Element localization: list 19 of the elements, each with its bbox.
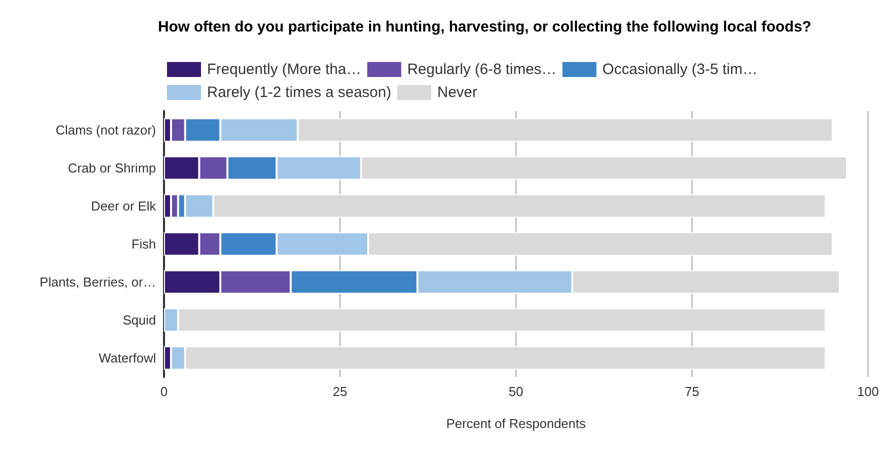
y-tick-label: Waterfowl xyxy=(98,350,156,366)
legend-label: Never xyxy=(437,84,478,101)
legend-label: Regularly (6-8 times… xyxy=(407,61,556,78)
legend-label: Rarely (1-2 times a season) xyxy=(207,84,392,101)
chart-title: How often do you participate in hunting, harvesting, or collecting the following local foods? xyxy=(158,18,812,36)
y-tick-label: Deer or Elk xyxy=(90,198,156,214)
x-tick-label: 50 xyxy=(508,384,524,399)
y-tick-label: Clams (not razor) xyxy=(56,122,156,138)
y-tick-label: Fish xyxy=(131,236,156,252)
y-tick-label: Plants, Berries, or… xyxy=(40,274,156,290)
x-tick-label: 75 xyxy=(684,384,700,399)
x-axis-title: Percent of Respondents xyxy=(446,416,586,431)
x-tick-label: 25 xyxy=(332,384,348,399)
y-tick-label: Squid xyxy=(122,312,156,328)
legend-label: Frequently (More tha… xyxy=(207,61,362,78)
legend-label: Occasionally (3-5 tim… xyxy=(602,61,758,78)
y-tick-label: Crab or Shrimp xyxy=(68,160,156,176)
x-tick-label: 100 xyxy=(857,384,879,399)
x-tick-label: 0 xyxy=(160,384,168,399)
